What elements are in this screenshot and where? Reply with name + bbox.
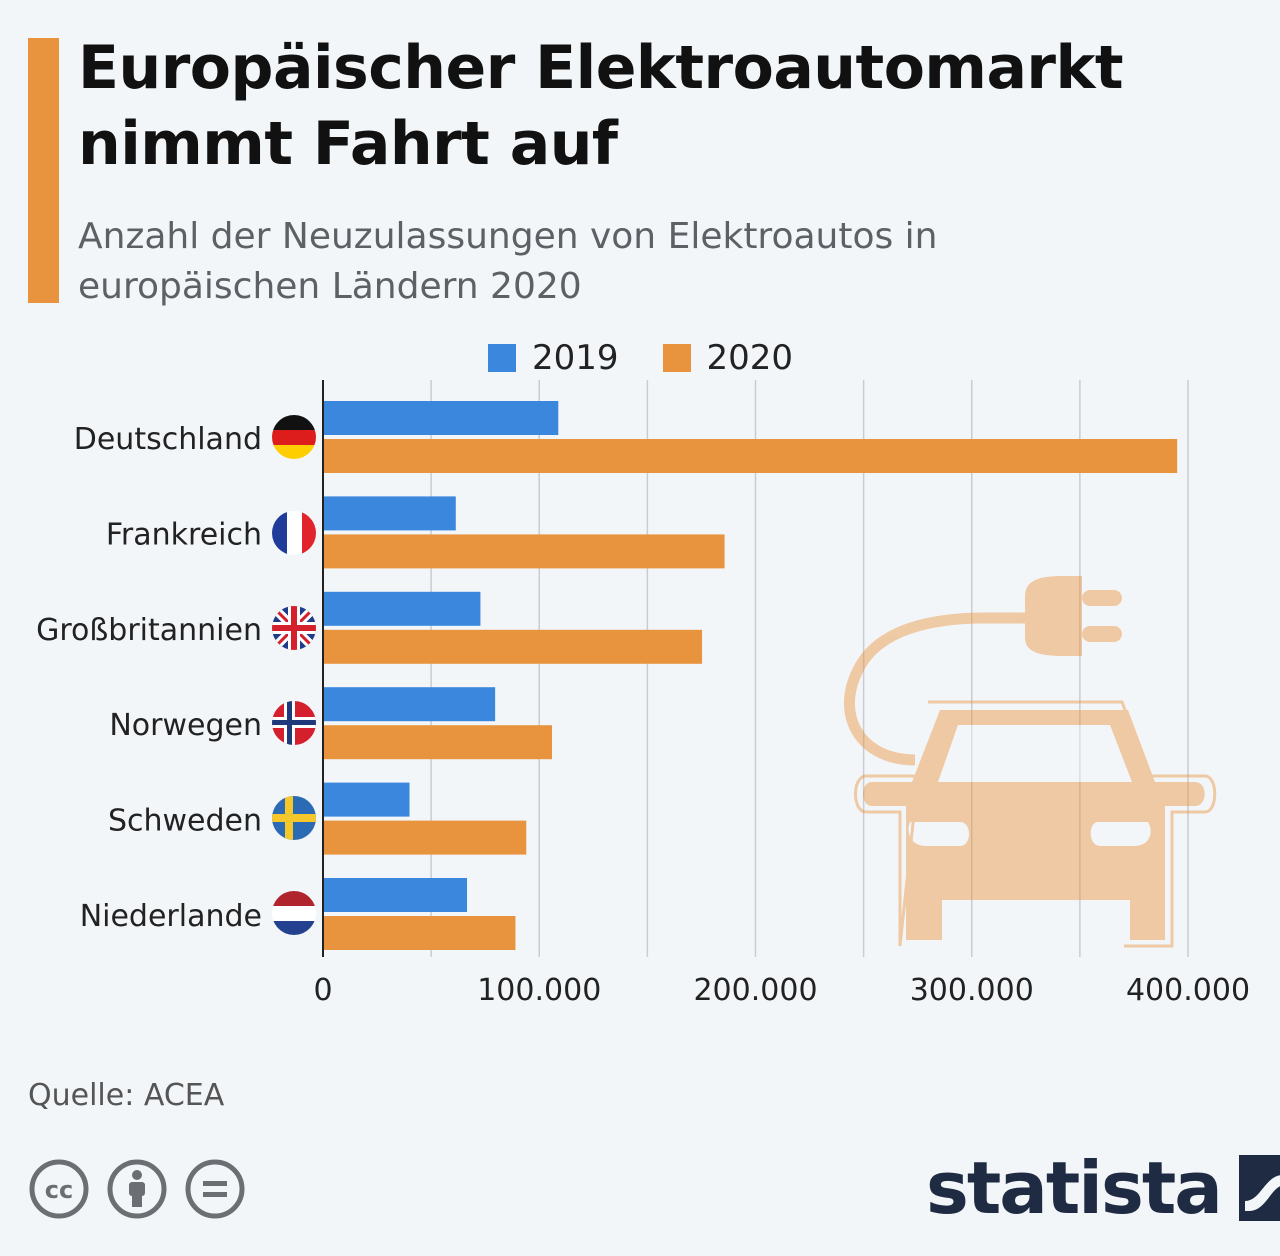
- flag-uk-icon: [272, 606, 316, 650]
- svg-text:cc: cc: [45, 1176, 73, 1204]
- x-tick-label: 100.000: [477, 973, 601, 1008]
- bar-2020: [323, 820, 527, 855]
- flag-norway-icon: [272, 701, 316, 745]
- cc-icon[interactable]: cc: [28, 1158, 90, 1220]
- brand-name: statista: [926, 1146, 1223, 1230]
- legend: 2019 2020: [488, 334, 837, 382]
- x-tick-labels: 0 100.000 200.000 300.000 400.000: [313, 973, 1250, 1008]
- flag-france-icon: [272, 511, 316, 555]
- x-tick-label: 400.000: [1126, 973, 1250, 1008]
- x-tick-label: 0: [313, 973, 332, 1008]
- bar-2019: [323, 782, 410, 817]
- category-labels: Deutschland Frankreich Großbritannien No…: [36, 422, 262, 934]
- by-icon[interactable]: [106, 1158, 168, 1220]
- statista-brand[interactable]: statista: [926, 1148, 1280, 1228]
- flag-sweden-icon: [272, 796, 316, 840]
- license-icons: cc: [28, 1158, 262, 1220]
- flag-netherlands-icon: [272, 891, 316, 935]
- category-label: Deutschland: [74, 422, 262, 457]
- chart-title: Europäischer Elektroautomarkt nimmt Fahr…: [78, 33, 1124, 179]
- category-label: Großbritannien: [36, 613, 262, 648]
- bar-2020: [323, 916, 516, 950]
- bar-2020: [323, 629, 703, 664]
- bar-2020: [323, 534, 725, 569]
- legend-label-2020: 2020: [706, 338, 794, 378]
- legend-item-2020: 2020: [662, 338, 794, 378]
- bar-2019: [323, 878, 468, 912]
- legend-item-2019: 2019: [488, 338, 619, 378]
- legend-label-2019: 2019: [532, 338, 619, 378]
- x-tick-label: 300.000: [910, 973, 1034, 1008]
- x-tick-label: 200.000: [693, 973, 817, 1008]
- legend-swatch-2019: [488, 344, 516, 372]
- bar-2020: [323, 439, 1178, 473]
- bar-2020: [323, 725, 553, 760]
- bar-2019: [323, 496, 456, 531]
- bar-2019: [323, 591, 481, 626]
- gridlines: [430, 380, 1189, 957]
- bars: [323, 401, 1178, 950]
- category-label: Niederlande: [80, 899, 262, 934]
- bar-2019: [323, 687, 496, 722]
- accent-bar: [28, 38, 59, 303]
- nd-icon[interactable]: [184, 1158, 246, 1220]
- category-label: Schweden: [108, 804, 262, 839]
- category-label: Norwegen: [109, 708, 262, 743]
- source-note: Quelle: ACEA: [28, 1078, 225, 1113]
- ev-car-plug-icon: [844, 576, 1217, 948]
- chart-subtitle: Anzahl der Neuzulassungen von Elektroaut…: [78, 216, 938, 307]
- bar-2019: [323, 401, 559, 435]
- flag-germany-icon: [272, 415, 316, 459]
- bar-chart: Deutschland Frankreich Großbritannien No…: [36, 380, 1250, 1008]
- flags: [272, 415, 316, 935]
- category-label: Frankreich: [106, 517, 262, 552]
- legend-swatch-2020: [662, 344, 691, 372]
- statista-logo-icon: [1238, 1155, 1280, 1221]
